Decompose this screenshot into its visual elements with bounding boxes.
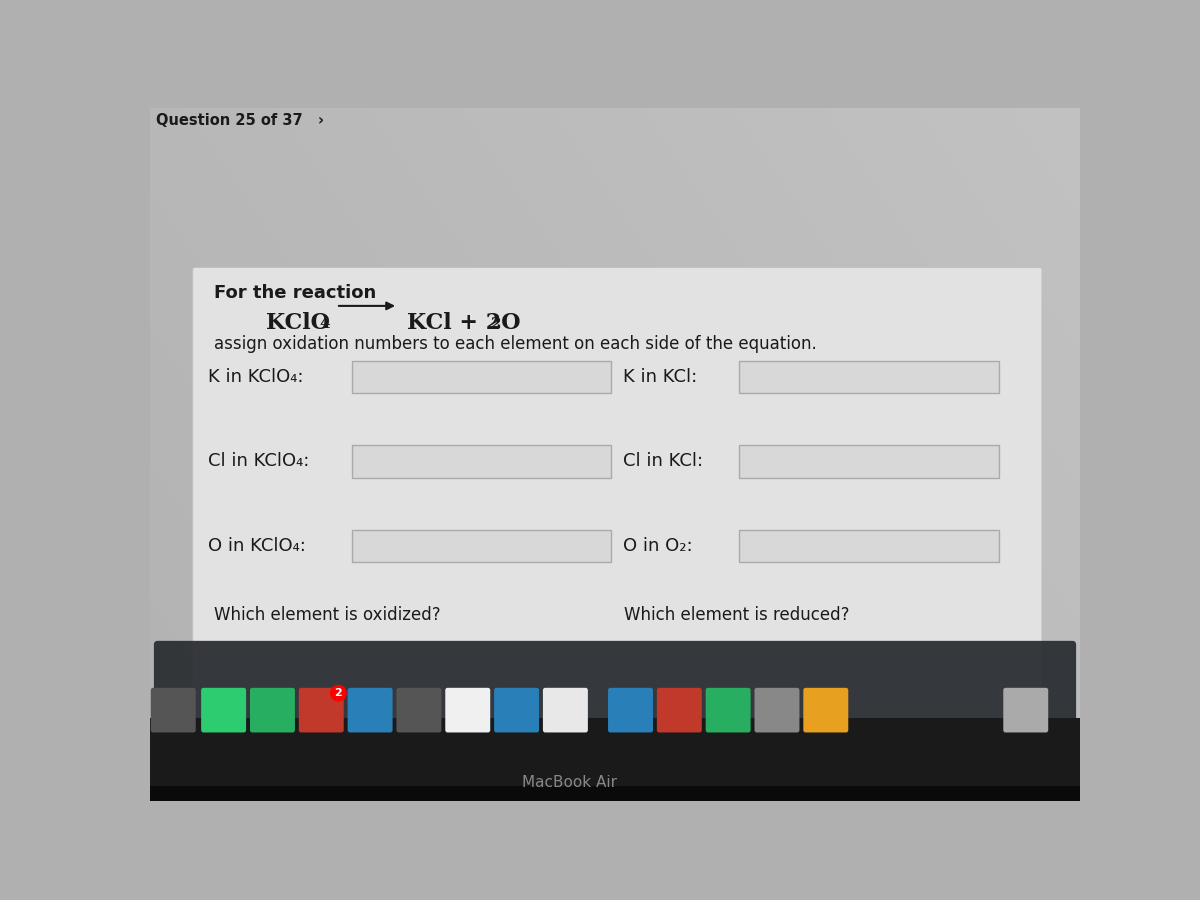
FancyBboxPatch shape [494,688,539,733]
FancyBboxPatch shape [445,688,491,733]
Text: 2: 2 [335,688,342,698]
Circle shape [330,686,346,701]
FancyBboxPatch shape [706,688,751,733]
Text: assign oxidation numbers to each element on each side of the equation.: assign oxidation numbers to each element… [214,335,816,353]
Text: 2: 2 [491,317,502,330]
FancyBboxPatch shape [656,688,702,733]
Text: MacBook Air: MacBook Air [522,775,617,790]
FancyBboxPatch shape [193,267,1042,726]
Text: K in KCl:: K in KCl: [623,368,697,386]
FancyBboxPatch shape [352,530,611,562]
FancyBboxPatch shape [803,688,848,733]
FancyBboxPatch shape [348,688,392,733]
Text: Question 25 of 37   ›: Question 25 of 37 › [156,113,324,129]
FancyBboxPatch shape [542,688,588,733]
Text: O in O₂:: O in O₂: [623,537,692,555]
Text: K in KClO₄:: K in KClO₄: [208,368,304,386]
FancyBboxPatch shape [396,688,442,733]
FancyBboxPatch shape [352,361,611,393]
Text: KCl + 2O: KCl + 2O [407,312,521,334]
FancyBboxPatch shape [1003,688,1049,733]
FancyBboxPatch shape [739,530,998,562]
FancyBboxPatch shape [608,688,653,733]
FancyBboxPatch shape [739,361,998,393]
FancyBboxPatch shape [154,641,1076,725]
Text: For the reaction: For the reaction [214,284,376,302]
FancyBboxPatch shape [250,688,295,733]
Bar [150,718,1080,801]
FancyBboxPatch shape [352,446,611,478]
Bar [150,786,1080,801]
FancyBboxPatch shape [202,688,246,733]
Text: Which element is oxidized?: Which element is oxidized? [214,607,440,625]
Text: O in KClO₄:: O in KClO₄: [208,537,306,555]
FancyBboxPatch shape [151,688,196,733]
Text: Which element is reduced?: Which element is reduced? [624,607,850,625]
Text: Cl in KCl:: Cl in KCl: [623,453,703,471]
FancyBboxPatch shape [299,688,343,733]
FancyBboxPatch shape [755,688,799,733]
Text: 4: 4 [319,317,330,330]
FancyBboxPatch shape [739,446,998,478]
Text: KClO: KClO [266,312,330,334]
Text: Cl in KClO₄:: Cl in KClO₄: [208,453,310,471]
